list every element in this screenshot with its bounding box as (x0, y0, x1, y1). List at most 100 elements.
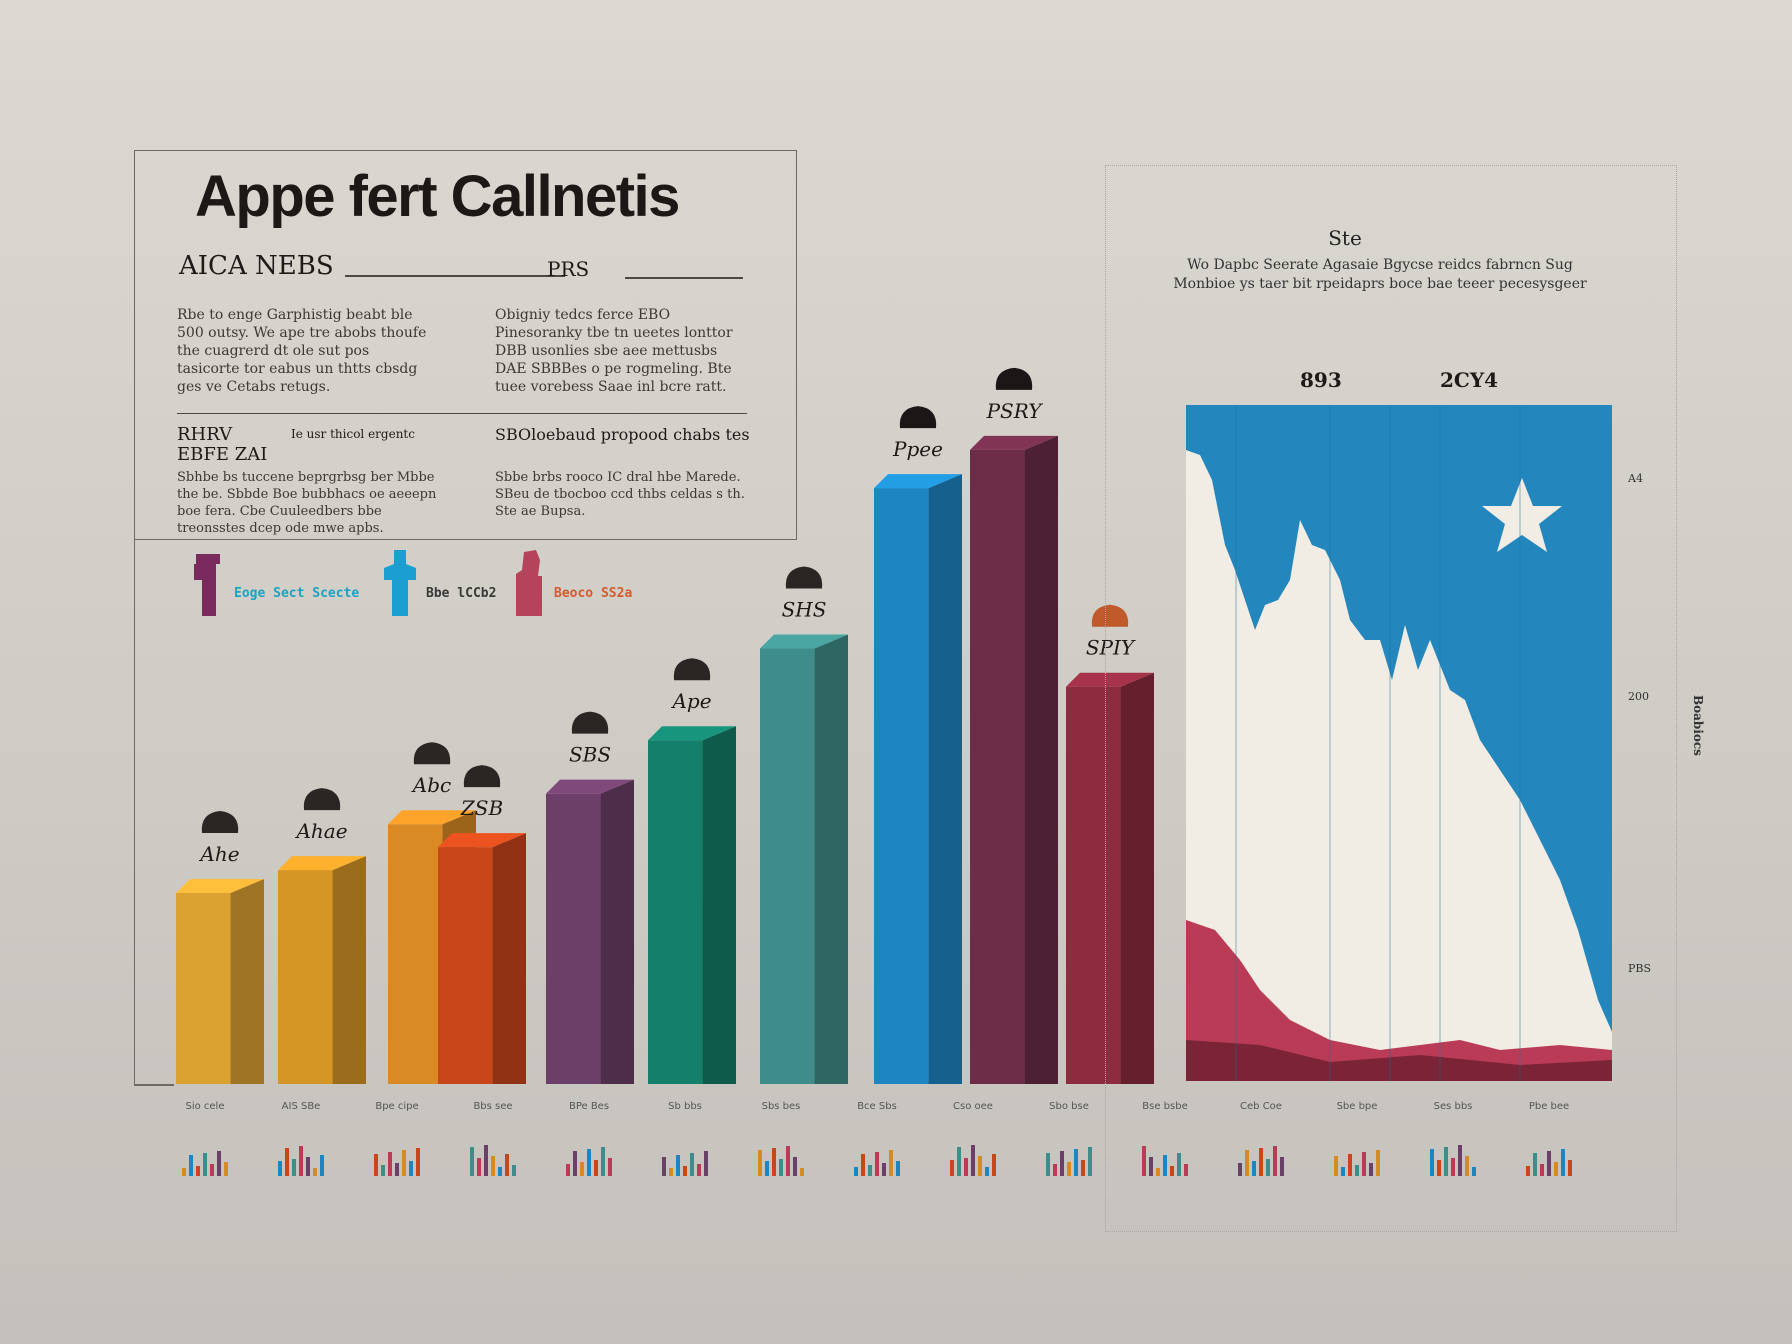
bar-label-5: SBS (569, 743, 611, 767)
mini-bar (505, 1154, 509, 1176)
footer-cell-text: AIS SBe (281, 1101, 321, 1112)
mini-bar (786, 1146, 790, 1176)
mini-bar (285, 1148, 289, 1176)
mini-bar (374, 1154, 378, 1176)
bar-top-2 (278, 856, 366, 871)
mini-bar (1088, 1147, 1092, 1176)
footer-cell-text: Bse bsbe (1142, 1101, 1188, 1112)
bar-front-5 (546, 793, 601, 1084)
mini-bar (697, 1164, 701, 1176)
bar-label-9: PSRY (986, 399, 1044, 423)
mini-bar (793, 1157, 797, 1176)
footer-cell-11: Bse bsbe (1130, 1100, 1200, 1176)
bar-icon-10 (1091, 604, 1129, 627)
legend-label-2: Bbe lCCb2 (426, 586, 497, 601)
bar-top-3 (388, 810, 476, 825)
mini-bar (306, 1157, 310, 1176)
mini-bar (978, 1156, 982, 1176)
mini-bar (573, 1151, 577, 1176)
mini-chart-icon (1423, 1142, 1483, 1176)
footer-cell-text: Bpe cipe (375, 1101, 419, 1112)
bar-8: Ppee (874, 406, 962, 1085)
mini-bar (566, 1164, 570, 1176)
mini-bar (882, 1163, 886, 1176)
mini-bar (1369, 1163, 1373, 1176)
bar-side-6 (702, 726, 736, 1084)
bar-front-3 (388, 824, 443, 1084)
footer-cell-text: Sbe bpe (1336, 1101, 1378, 1112)
mini-bar (594, 1160, 598, 1176)
bar-label-8: Ppee (892, 437, 943, 461)
bar-icon-8 (899, 406, 937, 429)
mini-bar (1554, 1162, 1558, 1176)
mini-bar (854, 1167, 858, 1176)
mini-bar (512, 1165, 516, 1176)
bar-side-1 (230, 879, 264, 1084)
mini-bar (1341, 1167, 1345, 1176)
panel-divider (177, 413, 747, 414)
mini-bar (1451, 1158, 1455, 1176)
mini-bar (320, 1155, 324, 1176)
bar-top-1 (176, 879, 264, 893)
mini-bar (971, 1145, 975, 1176)
mini-bar (1540, 1164, 1544, 1176)
footer-cell-15: Pbe bee (1514, 1100, 1584, 1176)
bar-icon-4 (463, 765, 501, 788)
footer-cell-6: Sb bbs (650, 1100, 720, 1176)
mini-bar (498, 1167, 502, 1176)
bar-icon-5 (571, 711, 609, 734)
mini-bar (704, 1151, 708, 1176)
mini-chart-icon (751, 1142, 811, 1176)
mini-chart-icon (559, 1142, 619, 1176)
bar-icon-3 (413, 742, 451, 765)
footer-cell-10: Sbo bse (1034, 1100, 1104, 1176)
bar-side-9 (1024, 435, 1058, 1084)
footer-cell-8: Bce Sbs (842, 1100, 912, 1176)
mini-chart-icon (1231, 1142, 1291, 1176)
mini-bar (1081, 1160, 1085, 1176)
ytick-label-3: PBS (1628, 962, 1652, 975)
mini-bar (1362, 1152, 1366, 1176)
footer-cell-text: BPe Bes (568, 1101, 610, 1112)
bar-top-5 (546, 779, 634, 794)
bar-front-7 (760, 648, 815, 1084)
mini-bar (800, 1168, 804, 1176)
mini-bar (662, 1157, 666, 1176)
mini-chart-icon (1135, 1142, 1195, 1176)
mini-bar (1376, 1150, 1380, 1176)
mini-bar (217, 1151, 221, 1176)
mini-bar (1053, 1164, 1057, 1176)
bar-9: PSRY (970, 367, 1058, 1084)
bar-5: SBS (546, 711, 634, 1084)
area-col-label-2: 2CY4 (1440, 368, 1499, 392)
mini-bar (580, 1162, 584, 1176)
mini-bar (1149, 1157, 1153, 1176)
mini-bar (1458, 1145, 1462, 1176)
mini-bar (992, 1154, 996, 1176)
mini-bar (758, 1150, 762, 1176)
mini-chart-icon (655, 1142, 715, 1176)
bar-front-2 (278, 870, 333, 1084)
mini-bar (402, 1150, 406, 1176)
mini-bar (1245, 1150, 1249, 1176)
bar-top-4 (438, 833, 526, 848)
bar-top-10 (1066, 672, 1154, 687)
mini-bar (1348, 1154, 1352, 1176)
mini-bar (1074, 1149, 1078, 1176)
note-left-title: RHRV EBFE ZAI (177, 424, 268, 465)
mini-bar (608, 1158, 612, 1176)
mini-bar (477, 1158, 481, 1176)
mini-bar (964, 1158, 968, 1176)
bar-front-6 (648, 740, 703, 1084)
mini-bar (985, 1167, 989, 1176)
bar-side-8 (928, 474, 962, 1085)
mini-chart-icon (1327, 1142, 1387, 1176)
subtitle-rule (345, 275, 565, 277)
note-right-title: SBOloebaud propood chabs tes (495, 425, 750, 444)
footer-cell-text: Sb bbs (668, 1101, 702, 1112)
mini-bar (491, 1156, 495, 1176)
mini-bar (224, 1162, 228, 1176)
mini-bar (1273, 1146, 1277, 1176)
right-panel-title: Ste (1328, 226, 1362, 250)
bar-front-1 (176, 893, 231, 1084)
